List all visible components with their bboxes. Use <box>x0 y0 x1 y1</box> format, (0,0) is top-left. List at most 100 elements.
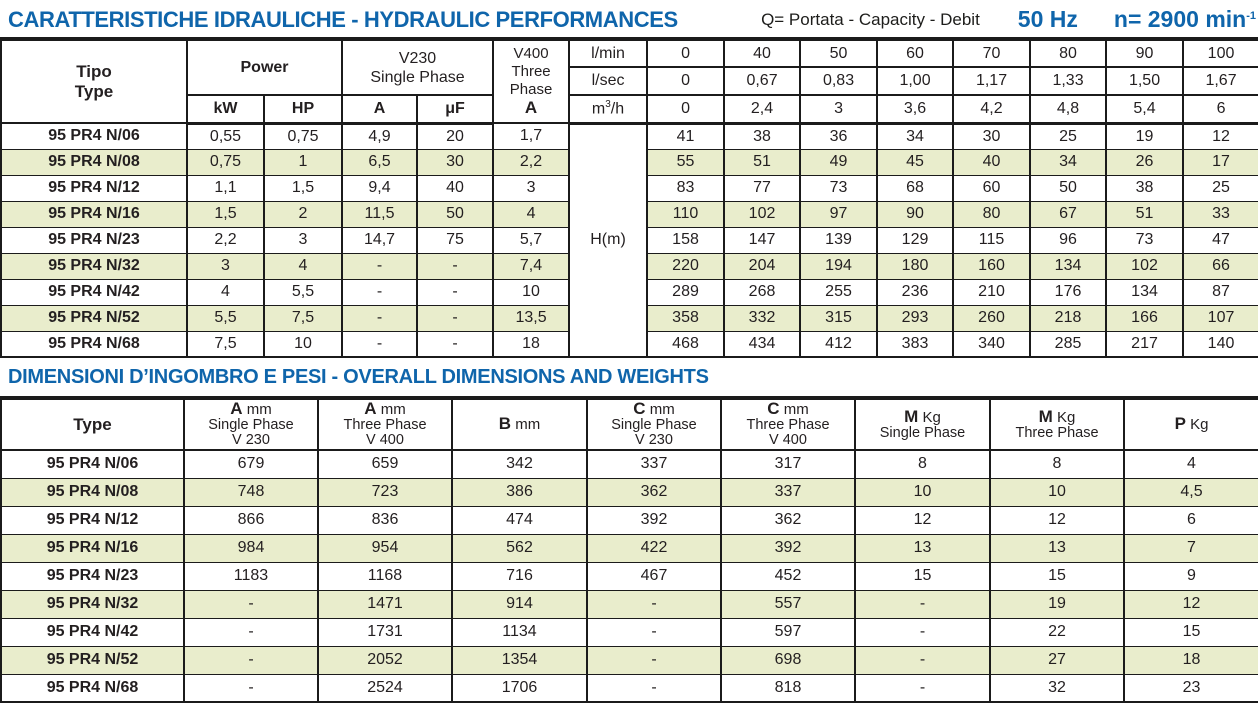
head-value: 68 <box>876 174 955 202</box>
flow-rate-legend: Q= Portata - Capacity - Debit <box>761 9 980 29</box>
amp-value: 9,4 <box>341 174 419 202</box>
dimension-column-header: A mm Three Phase V 400 <box>317 397 453 451</box>
head-value: 383 <box>876 330 955 358</box>
hydraulic-table-row: 95 PR4 N/32 3 4 - - 7,4 220 204 194 180 … <box>0 252 1258 280</box>
pump-type: 95 PR4 N/68 <box>0 673 185 703</box>
head-value: 332 <box>723 304 802 332</box>
m-three-phase-value: 12 <box>989 505 1125 535</box>
flow-lsec-value: 1,50 <box>1105 66 1185 96</box>
amp-value: - <box>341 252 419 280</box>
dimensions-table-row: 95 PR4 N/52 - 2052 1354 - 698 - 27 18 <box>0 645 1258 675</box>
amp-value: 14,7 <box>341 226 419 254</box>
phase-label: Phase <box>509 81 553 98</box>
type-column-header: Tipo Type <box>0 38 188 124</box>
dimension-phase: Three Phase <box>343 417 427 433</box>
uf-value: - <box>416 304 495 332</box>
hydraulic-table-header: Tipo Type Power V230 Single Phase V400 T… <box>0 38 1258 125</box>
a-single-phase-value: 984 <box>183 533 319 563</box>
dimension-voltage: V 400 <box>366 432 404 448</box>
head-value: 83 <box>646 174 726 202</box>
a-single-phase-value: 866 <box>183 505 319 535</box>
uf-value: 30 <box>416 148 495 176</box>
head-value: 158 <box>646 226 726 254</box>
head-value: 12 <box>1182 122 1258 150</box>
head-value: 358 <box>646 304 726 332</box>
head-value: 468 <box>646 330 726 358</box>
flow-m3h-value: 3,6 <box>876 94 955 125</box>
flow-lmin-value: 90 <box>1105 38 1185 68</box>
head-value: 176 <box>1029 278 1108 306</box>
dimensions-section-header: DIMENSIONI D’INGOMBRO E PESI - OVERALL D… <box>0 358 1258 396</box>
dimensions-table-row: 95 PR4 N/06 679 659 342 337 317 8 8 4 <box>0 449 1258 479</box>
type-column-header: Type <box>0 397 185 451</box>
dimensions-table-header: Type A mm Single Phase V 230 A mm Three … <box>0 397 1258 451</box>
pump-type: 95 PR4 N/08 <box>0 148 188 176</box>
dimensions-header-row: Type A mm Single Phase V 230 A mm Three … <box>0 397 1258 451</box>
head-value: 40 <box>952 148 1032 176</box>
m-three-phase-value: 15 <box>989 561 1125 591</box>
head-value: 139 <box>799 226 879 254</box>
amp-value: 4,9 <box>341 122 419 150</box>
dimensions-table-row: 95 PR4 N/68 - 2524 1706 - 818 - 32 23 <box>0 673 1258 703</box>
flow-lmin-value: 0 <box>646 38 726 68</box>
m-single-phase-value: 12 <box>854 505 991 535</box>
dimension-symbol: A <box>230 399 243 418</box>
head-value: 220 <box>646 252 726 280</box>
three-label: Three <box>511 63 551 80</box>
dimension-column-header: P Kg <box>1123 397 1258 451</box>
type-header-it: Tipo <box>76 61 112 81</box>
head-value: 102 <box>723 200 802 228</box>
c-single-phase-value: - <box>586 589 722 619</box>
c-three-phase-value: 317 <box>720 449 856 479</box>
pump-type: 95 PR4 N/52 <box>0 304 188 332</box>
a-single-phase-value: - <box>183 589 319 619</box>
head-value: 17 <box>1182 148 1258 176</box>
amp-value: - <box>341 304 419 332</box>
power-column-header: Power <box>185 38 344 96</box>
dimension-unit: Kg <box>1190 416 1209 433</box>
v400-column-header: V400 Three Phase A <box>492 38 571 124</box>
flow-m3h-value: 2,4 <box>723 94 802 125</box>
dimensions-table-row: 95 PR4 N/42 - 1731 1134 - 597 - 22 15 <box>0 617 1258 647</box>
header-row-m3h: kW HP A μF m3/h 0 2,4 3 3,6 4,2 4,8 <box>1 94 1258 125</box>
head-value: 80 <box>952 200 1032 228</box>
head-value: 87 <box>1182 278 1258 306</box>
dimension-column-header: M Kg Single Phase <box>854 397 991 451</box>
head-value: 73 <box>1105 226 1185 254</box>
dimensions-table-row: 95 PR4 N/16 984 954 562 422 392 13 13 7 <box>0 533 1258 563</box>
c-three-phase-value: 362 <box>720 505 856 535</box>
kw-value: 0,75 <box>186 148 265 176</box>
dimension-column-header: A mm Single Phase V 230 <box>183 397 319 451</box>
type-header-en: Type <box>74 81 114 101</box>
rotation-speed-value: n= 2900 min-1 <box>1114 6 1256 33</box>
head-value: 140 <box>1182 330 1258 358</box>
head-value: 30 <box>952 122 1032 150</box>
dimension-symbol: M <box>904 406 919 426</box>
flow-lsec-value: 1,33 <box>1029 66 1108 96</box>
a-single-phase-value: - <box>183 673 319 703</box>
flow-m3h-value: 3 <box>799 94 879 125</box>
pump-type: 95 PR4 N/23 <box>0 561 185 591</box>
hp-value: 1 <box>262 148 344 176</box>
v400-amp-value: 2,2 <box>492 148 571 176</box>
c-three-phase-value: 337 <box>720 477 856 507</box>
amp-value: - <box>341 278 419 306</box>
m3h-base: m <box>591 100 606 118</box>
head-value: 134 <box>1029 252 1108 280</box>
rotation-speed-text: n= 2900 min <box>1113 6 1247 32</box>
dimension-symbol: B <box>498 414 512 433</box>
head-value: 67 <box>1029 200 1108 228</box>
c-single-phase-value: 422 <box>586 533 722 563</box>
dimension-column-header: B mm <box>451 397 588 451</box>
hp-value: 2 <box>262 200 344 228</box>
v400-amp-value: 3 <box>492 174 571 202</box>
m-single-phase-value: - <box>854 617 991 647</box>
head-unit-label: H(m) <box>568 122 649 358</box>
c-three-phase-value: 557 <box>720 589 856 619</box>
m-single-phase-value: 10 <box>854 477 991 507</box>
flow-m3h-value: 4,2 <box>952 94 1032 125</box>
head-value: 315 <box>799 304 879 332</box>
kw-value: 5,5 <box>186 304 265 332</box>
m-single-phase-value: - <box>854 673 991 703</box>
m-single-phase-value: - <box>854 589 991 619</box>
